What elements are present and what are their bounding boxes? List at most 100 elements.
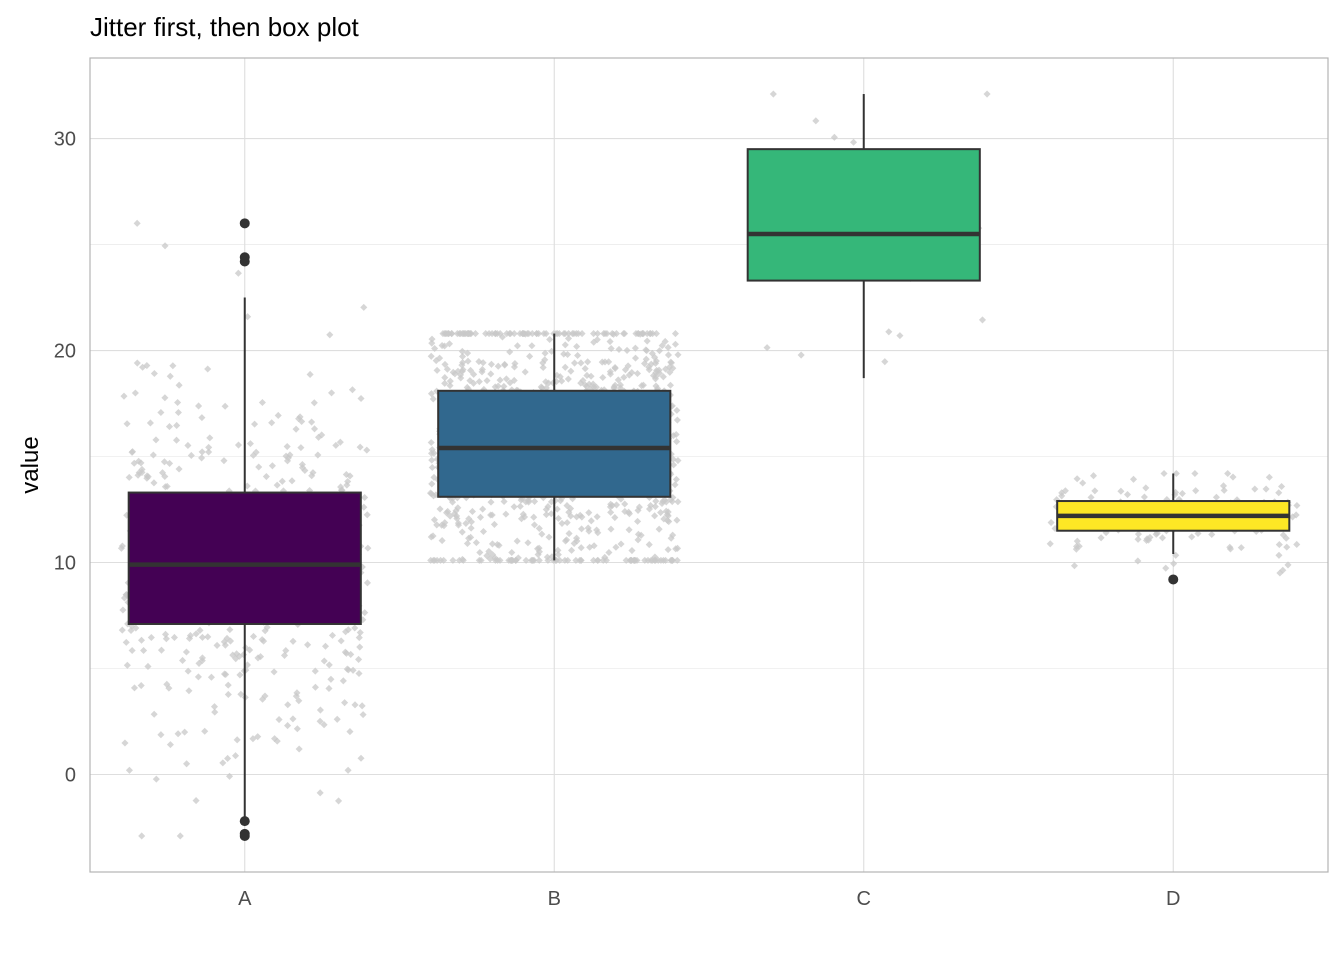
- jitter-point: [459, 352, 467, 360]
- jitter-point: [233, 650, 241, 658]
- box-C: [746, 148, 981, 282]
- jitter-point: [427, 390, 436, 398]
- jitter-point: [464, 330, 472, 338]
- jitter-point: [316, 706, 324, 714]
- jitter-point: [343, 481, 351, 489]
- jitter-point: [1129, 475, 1138, 483]
- y-tick-labels: 0 10 20 30: [54, 129, 76, 787]
- jitter-point: [505, 556, 513, 564]
- jitter-point: [119, 606, 127, 614]
- jitter-point: [283, 457, 292, 465]
- jitter-point: [183, 760, 191, 768]
- jitter-point: [590, 330, 598, 338]
- jitter-point: [161, 242, 169, 250]
- jitter-point: [450, 510, 459, 518]
- jitter-point: [150, 479, 158, 487]
- jitter-point: [441, 379, 449, 387]
- jitter-point: [449, 368, 457, 376]
- jitter-points: [117, 90, 1301, 840]
- jitter-point: [525, 330, 533, 338]
- jitter-point: [192, 630, 200, 638]
- jitter-point: [428, 339, 436, 347]
- jitter-point: [578, 513, 586, 521]
- jitter-point: [304, 641, 312, 649]
- jitter-point: [457, 374, 465, 382]
- jitter-point: [194, 673, 202, 681]
- jitter-point: [494, 362, 502, 370]
- jitter-point: [357, 394, 365, 403]
- jitter-point: [617, 540, 625, 548]
- jitter-point: [320, 657, 328, 665]
- jitter-point: [508, 548, 516, 557]
- jitter-point: [133, 359, 141, 367]
- jitter-point: [545, 533, 553, 541]
- jitter-point: [655, 347, 664, 355]
- jitter-point: [449, 498, 457, 506]
- jitter-point: [645, 505, 654, 513]
- jitter-point: [652, 372, 660, 381]
- jitter-point: [671, 481, 679, 489]
- jitter-point: [577, 544, 585, 552]
- jitter-point: [201, 727, 209, 735]
- jitter-point: [169, 362, 177, 370]
- jitter-point: [219, 759, 227, 767]
- x-tick-label: D: [1166, 888, 1180, 910]
- jitter-point: [280, 651, 289, 659]
- jitter-point: [611, 381, 619, 389]
- jitter-point: [428, 335, 436, 343]
- jitter-point: [321, 642, 330, 650]
- jitter-point: [440, 556, 448, 564]
- jitter-point: [270, 668, 278, 676]
- jitter-point: [234, 269, 242, 277]
- jitter-point: [1265, 473, 1273, 481]
- jitter-point: [429, 492, 438, 500]
- jitter-point: [162, 635, 170, 643]
- jitter-point: [628, 546, 636, 555]
- jitter-point: [472, 539, 480, 547]
- jitter-point: [120, 392, 128, 400]
- jitter-point: [1229, 473, 1237, 481]
- jitter-point: [147, 633, 155, 642]
- jitter-point: [428, 480, 436, 488]
- jitter-point: [185, 687, 193, 695]
- jitter-point: [1160, 469, 1168, 478]
- jitter-point: [356, 443, 364, 451]
- jitter-point: [132, 624, 140, 632]
- jitter-point: [355, 634, 363, 642]
- x-tick-label: A: [238, 888, 252, 910]
- jitter-point: [211, 708, 219, 716]
- jitter-point: [1278, 482, 1286, 491]
- jitter-point: [221, 402, 229, 410]
- jitter-point: [621, 330, 629, 338]
- jitter-point: [645, 363, 653, 371]
- jitter-point: [443, 365, 451, 373]
- jitter-point: [316, 789, 324, 797]
- jitter-point: [224, 681, 232, 689]
- jitter-point: [638, 382, 646, 390]
- jitter-point: [502, 510, 510, 518]
- jitter-point: [325, 684, 333, 692]
- jitter-point: [175, 381, 183, 389]
- jitter-point: [601, 358, 609, 366]
- jitter-point: [246, 440, 254, 448]
- jitter-point: [361, 609, 369, 617]
- jitter-point: [594, 556, 602, 564]
- jitter-point: [335, 797, 343, 805]
- jitter-point: [535, 556, 543, 564]
- jitter-point: [634, 530, 642, 538]
- jitter-point: [1142, 484, 1150, 492]
- jitter-point: [346, 472, 354, 480]
- jitter-point: [672, 430, 680, 439]
- jitter-point: [249, 632, 258, 640]
- jitter-point: [356, 629, 364, 637]
- jitter-point: [567, 367, 575, 375]
- jitter-point: [530, 521, 539, 529]
- jitter-point: [577, 556, 585, 564]
- jitter-point: [351, 701, 359, 709]
- jitter-point: [648, 556, 656, 564]
- jitter-point: [221, 641, 229, 649]
- jitter-point: [172, 436, 181, 444]
- jitter-point: [535, 524, 543, 532]
- jitter-point: [222, 670, 230, 678]
